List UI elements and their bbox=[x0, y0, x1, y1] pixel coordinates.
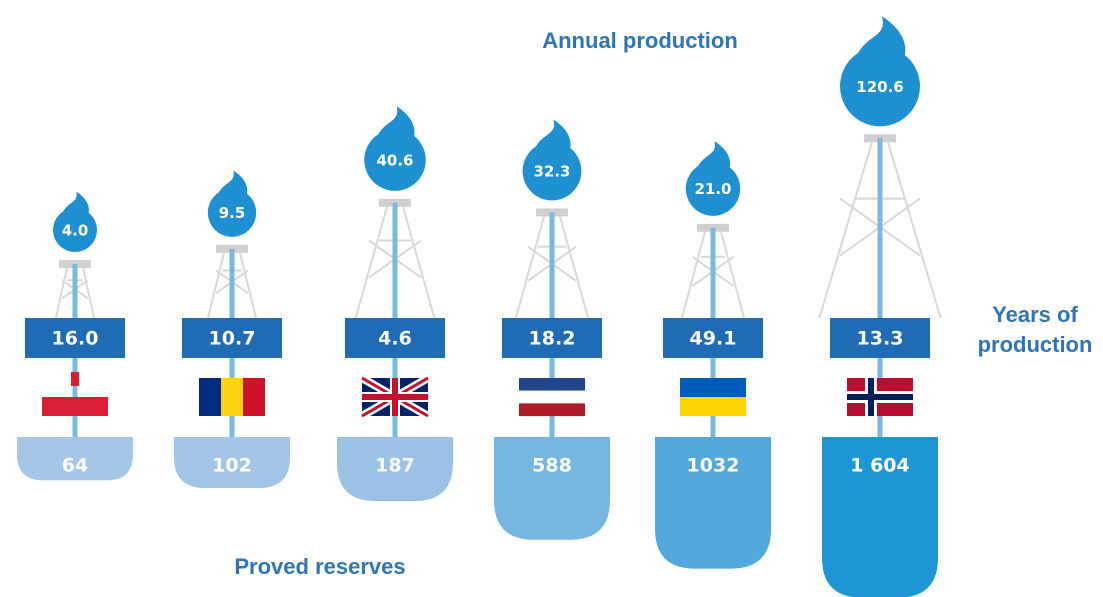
years-label: 16.0 bbox=[52, 328, 99, 350]
reserves-label: 588 bbox=[532, 455, 572, 477]
flag bbox=[519, 403, 585, 416]
flag bbox=[71, 372, 79, 386]
years-label: 49.1 bbox=[690, 328, 737, 350]
flag bbox=[519, 391, 585, 404]
flag bbox=[868, 378, 874, 416]
years-label: 13.3 bbox=[857, 328, 904, 350]
flag bbox=[42, 397, 108, 416]
flag bbox=[392, 378, 398, 416]
reserves-label: 1032 bbox=[687, 455, 740, 477]
production-label: 9.5 bbox=[219, 204, 246, 222]
production-title: Annual production bbox=[480, 28, 800, 54]
production-label: 21.0 bbox=[694, 180, 731, 198]
flag bbox=[221, 378, 243, 416]
flag bbox=[680, 378, 746, 397]
reserves-label: 187 bbox=[375, 455, 415, 477]
reserves-title: Proved reserves bbox=[200, 554, 440, 580]
production-label: 120.6 bbox=[856, 78, 903, 96]
flag bbox=[243, 378, 265, 416]
flag bbox=[519, 378, 585, 391]
years-title: Years of production bbox=[965, 300, 1103, 360]
reserve-tank bbox=[494, 437, 610, 540]
years-label: 10.7 bbox=[209, 328, 256, 350]
production-label: 40.6 bbox=[376, 152, 413, 170]
production-label: 4.0 bbox=[62, 222, 89, 240]
reserves-label: 102 bbox=[212, 455, 252, 477]
production-label: 32.3 bbox=[533, 163, 570, 181]
years-label: 4.6 bbox=[378, 328, 412, 350]
flag bbox=[680, 397, 746, 416]
flag bbox=[847, 394, 913, 400]
chart: 4.0 16.0 64 9.5 10.7 102 40.6 4.6 187 32.3 18.2 588… bbox=[0, 0, 1103, 597]
infographic: 4.0 16.0 64 9.5 10.7 102 40.6 4.6 187 32.3 18.2 588… bbox=[0, 0, 1103, 597]
reserves-label: 64 bbox=[62, 455, 88, 477]
flag bbox=[199, 378, 221, 416]
years-label: 18.2 bbox=[529, 328, 576, 350]
reserves-label: 1 604 bbox=[850, 455, 910, 477]
